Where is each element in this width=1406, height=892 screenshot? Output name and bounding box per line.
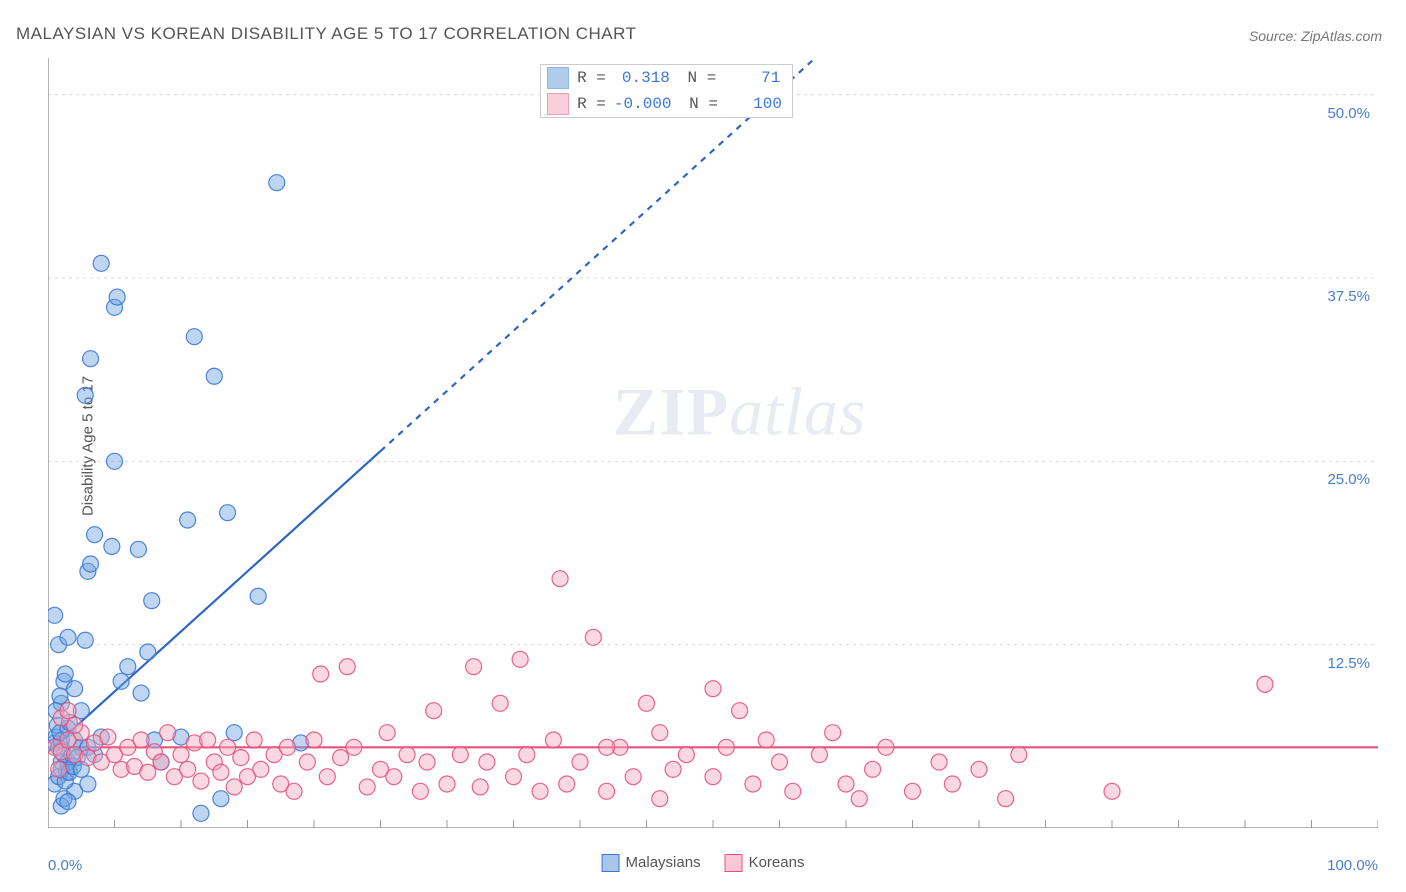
series-legend: Malaysians Koreans [602,854,805,872]
chart-title: MALAYSIAN VS KOREAN DISABILITY AGE 5 TO … [16,24,636,44]
watermark-light: atlas [729,374,866,450]
y-tick-label: 37.5% [1327,288,1370,305]
correlation-legend: R =0.318 N =71R =-0.000 N =100 [540,64,793,118]
watermark: ZIPatlas [613,373,867,452]
y-tick-label: 25.0% [1327,471,1370,488]
legend-item: Malaysians [602,854,701,872]
x-axis-min-label: 0.0% [48,857,82,874]
y-tick-label: 12.5% [1327,655,1370,672]
x-axis-max-label: 100.0% [1327,857,1378,874]
legend-item: Koreans [725,854,805,872]
stat-legend-row: R =-0.000 N =100 [541,91,792,117]
source-label: Source: ZipAtlas.com [1249,28,1382,44]
scatter-plot: ZIPatlas R =0.318 N =71R =-0.000 N =100 … [48,58,1378,828]
watermark-bold: ZIP [613,374,729,450]
stat-legend-row: R =0.318 N =71 [541,65,792,91]
y-tick-label: 50.0% [1327,105,1370,122]
